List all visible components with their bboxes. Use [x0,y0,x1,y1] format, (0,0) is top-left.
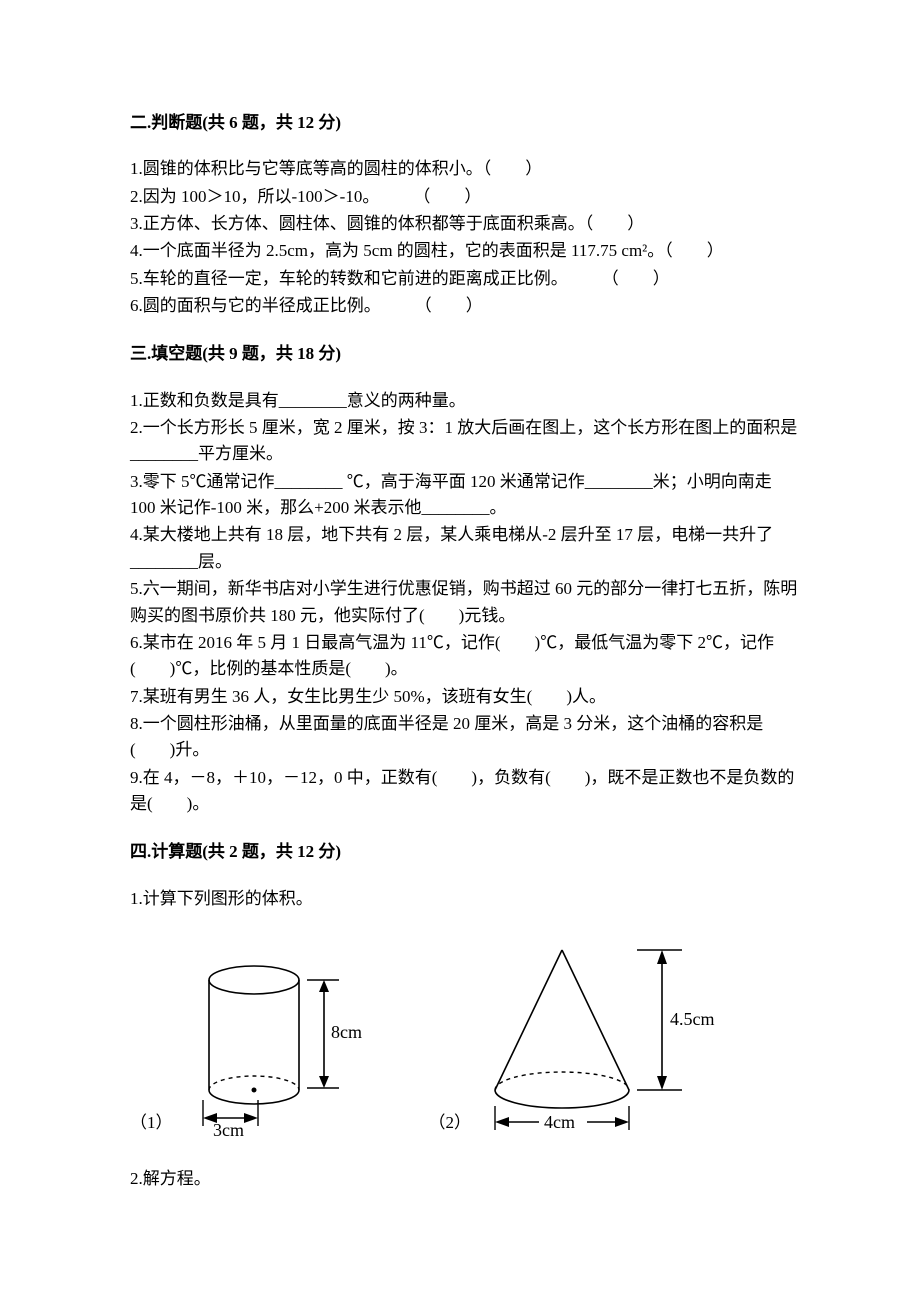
tf-item: 5.车轮的直径一定，车轮的转数和它前进的距离成正比例。 （ ） [130,266,800,292]
section-2-body: 1.圆锥的体积比与它等底等高的圆柱的体积小。（ ） 2.因为 100＞10，所以… [130,156,800,319]
tf-item: 4.一个底面半径为 2.5cm，高为 5cm 的圆柱，它的表面积是 117.75… [130,238,800,264]
tf-item: 2.因为 100＞10，所以-100＞-10。 （ ） [130,184,800,210]
section-3-heading: 三.填空题(共 9 题，共 18 分) [130,341,800,367]
figure-2-cone: （2） 4.5cm [429,940,718,1140]
fill-item: 8.一个圆柱形油桶，从里面量的底面半径是 20 厘米，高是 3 分米，这个油桶的… [130,711,800,764]
fill-item: 6.某市在 2016 年 5 月 1 日最高气温为 11℃，记作( )℃，最低气… [130,630,800,683]
calc-q2-prompt: 2.解方程。 [130,1166,800,1192]
section-3-body: 1.正数和负数是具有________意义的两种量。 2.一个长方形长 5 厘米，… [130,388,800,818]
fill-item: 9.在 4，－8，＋10，－12，0 中，正数有( )，负数有( )，既不是正数… [130,765,800,818]
fill-item: 4.某大楼地上共有 18 层，地下共有 2 层，某人乘电梯从-2 层升至 17 … [130,522,800,575]
cone-svg: 4.5cm 4cm [477,940,717,1140]
figures-row: （1） 8cm [130,940,800,1140]
section-4-heading: 四.计算题(共 2 题，共 12 分) [130,839,800,865]
fill-item: 5.六一期间，新华书店对小学生进行优惠促销，购书超过 60 元的部分一律打七五折… [130,576,800,629]
fill-item: 1.正数和负数是具有________意义的两种量。 [130,388,800,414]
figure-2-label: （2） [429,1110,472,1140]
cone-width-label: 4cm [544,1112,575,1132]
fill-item: 7.某班有男生 36 人，女生比男生少 50%，该班有女生( )人。 [130,684,800,710]
tf-item: 6.圆的面积与它的半径成正比例。 （ ） [130,293,800,319]
calc-q1-prompt: 1.计算下列图形的体积。 [130,886,800,912]
cylinder-width-label: 3cm [213,1120,244,1140]
cone-height-label: 4.5cm [670,1009,715,1029]
figure-1-label: （1） [130,1110,173,1140]
tf-item: 3.正方体、长方体、圆柱体、圆锥的体积都等于底面积乘高。（ ） [130,211,800,237]
tf-item: 1.圆锥的体积比与它等底等高的圆柱的体积小。（ ） [130,156,800,182]
section-2-heading: 二.判断题(共 6 题，共 12 分) [130,110,800,136]
cylinder-svg: 8cm 3cm [179,950,379,1140]
cylinder-height-label: 8cm [331,1022,362,1042]
figure-1-cylinder: （1） 8cm [130,950,379,1140]
exam-page: 二.判断题(共 6 题，共 12 分) 1.圆锥的体积比与它等底等高的圆柱的体积… [0,0,920,1302]
fill-item: 2.一个长方形长 5 厘米，宽 2 厘米，按 3：1 放大后画在图上，这个长方形… [130,415,800,468]
fill-item: 3.零下 5℃通常记作________ ℃，高于海平面 120 米通常记作___… [130,469,800,522]
